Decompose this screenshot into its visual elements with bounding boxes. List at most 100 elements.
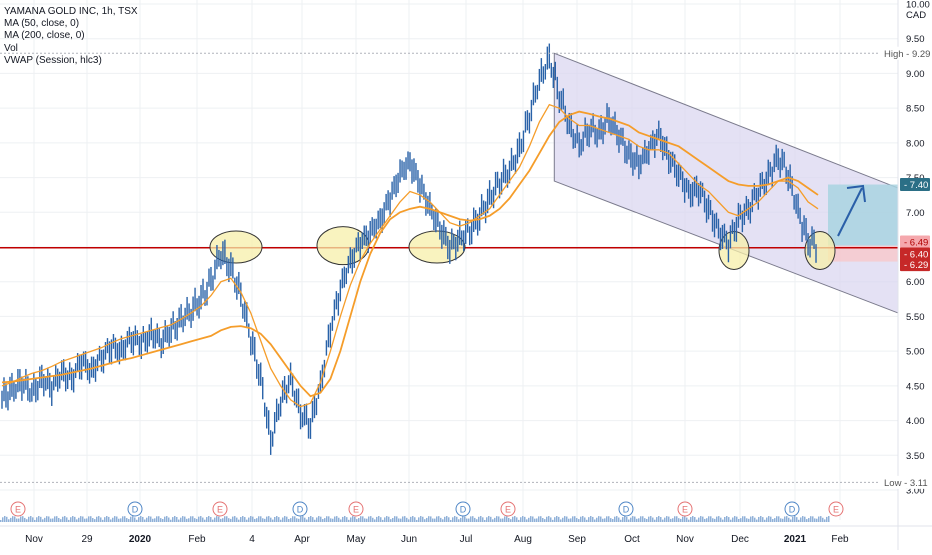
volume-bar [652, 517, 654, 522]
volume-bar [264, 518, 266, 522]
volume-bar [302, 516, 304, 522]
x-tick-label: Sep [568, 534, 586, 545]
volume-bar [314, 519, 316, 522]
volume-bar [166, 516, 168, 522]
volume-bar [782, 518, 784, 522]
volume-bar [490, 516, 492, 522]
volume-bar [796, 517, 798, 522]
volume-bar [708, 516, 710, 522]
volume-bar [78, 517, 80, 522]
volume-bar [468, 518, 470, 522]
x-tick-label: Feb [188, 534, 206, 545]
trend-channel [553, 52, 899, 314]
event-letter: E [15, 505, 21, 515]
legend-vol[interactable]: Vol [4, 42, 18, 54]
volume-bar [464, 516, 466, 522]
volume-bar [808, 518, 810, 522]
volume-bar [144, 519, 146, 522]
volume-bar [666, 516, 668, 522]
volume-bar [714, 518, 716, 522]
volume-bar [448, 517, 450, 522]
volume-bar [778, 516, 780, 522]
event-circle [618, 501, 634, 517]
volume-bar [366, 518, 368, 522]
volume-bar [176, 516, 178, 522]
volume-bar [770, 516, 772, 522]
volume-bar [508, 517, 510, 522]
volume-bar [390, 519, 392, 522]
volume-bar [270, 517, 272, 522]
volume-bar [584, 517, 586, 522]
volume-bar [696, 519, 698, 522]
price-label-text: High - 9.29 [884, 49, 930, 60]
event-marker: E [677, 501, 693, 517]
volume-bar [318, 516, 320, 522]
volume-bar [44, 517, 46, 522]
volume-bar [786, 516, 788, 522]
price-label-tag: High - 9.29 [880, 46, 932, 60]
event-letter: E [682, 505, 688, 515]
legend-ma200[interactable]: MA (200, close, 0) [4, 30, 85, 42]
volume-bar [228, 518, 230, 522]
event-marker: E [348, 501, 364, 517]
volume-bar [288, 518, 290, 522]
volume-bar [374, 519, 376, 522]
volume-bar [430, 516, 432, 522]
volume-bar [26, 519, 28, 522]
volume-bar [502, 518, 504, 522]
volume-bars [0, 516, 830, 522]
volume-bar [540, 516, 542, 522]
volume-bar [466, 518, 468, 522]
volume-bar [510, 519, 512, 522]
volume-bar [606, 516, 608, 522]
volume-bar [772, 519, 774, 522]
volume-bar [72, 516, 74, 522]
price-label-tag: - 7.40 [900, 178, 930, 192]
volume-bar [720, 517, 722, 522]
volume-bar [2, 517, 4, 522]
volume-bar [538, 516, 540, 522]
y-tick-label: 3.00 [906, 486, 925, 497]
event-circle [677, 501, 693, 517]
volume-bar [472, 516, 474, 522]
legend-vwap[interactable]: VWAP (Session, hlc3) [4, 54, 102, 66]
volume-bar [818, 516, 820, 522]
volume-bar [328, 516, 330, 522]
volume-bar [812, 516, 814, 522]
volume-bar [120, 518, 122, 522]
volume-bar [718, 516, 720, 522]
volume-bar [376, 516, 378, 522]
volume-bar [4, 516, 6, 522]
highlight-ellipse [209, 230, 263, 264]
volume-bar [498, 516, 500, 522]
price-label-bg [900, 258, 930, 272]
volume-bar [562, 517, 564, 522]
volume-bar [546, 516, 548, 522]
x-tick-label: 2021 [784, 534, 807, 545]
volume-bar [678, 518, 680, 522]
volume-bar [186, 518, 188, 522]
volume-bar [596, 517, 598, 522]
legend-ma50[interactable]: MA (50, close, 0) [4, 18, 80, 30]
volume-bar [102, 519, 104, 522]
volume-bar [250, 516, 252, 522]
volume-bar [572, 516, 574, 522]
volume-bar [230, 518, 232, 522]
volume-bar [216, 516, 218, 522]
volume-bar [594, 519, 596, 522]
event-letter: D [623, 505, 630, 515]
volume-bar [452, 517, 454, 522]
highlight-ellipse [408, 230, 466, 264]
volume-bar [504, 516, 506, 522]
y-tick-label: 4.50 [906, 381, 925, 392]
volume-bar [118, 518, 120, 522]
volume-bar [256, 518, 258, 522]
volume-bar [632, 516, 634, 522]
volume-bar [790, 519, 792, 522]
volume-bar [582, 516, 584, 522]
volume-bar [800, 517, 802, 522]
volume-bar [282, 517, 284, 522]
volume-bar [768, 516, 770, 522]
event-letter: E [353, 505, 359, 515]
